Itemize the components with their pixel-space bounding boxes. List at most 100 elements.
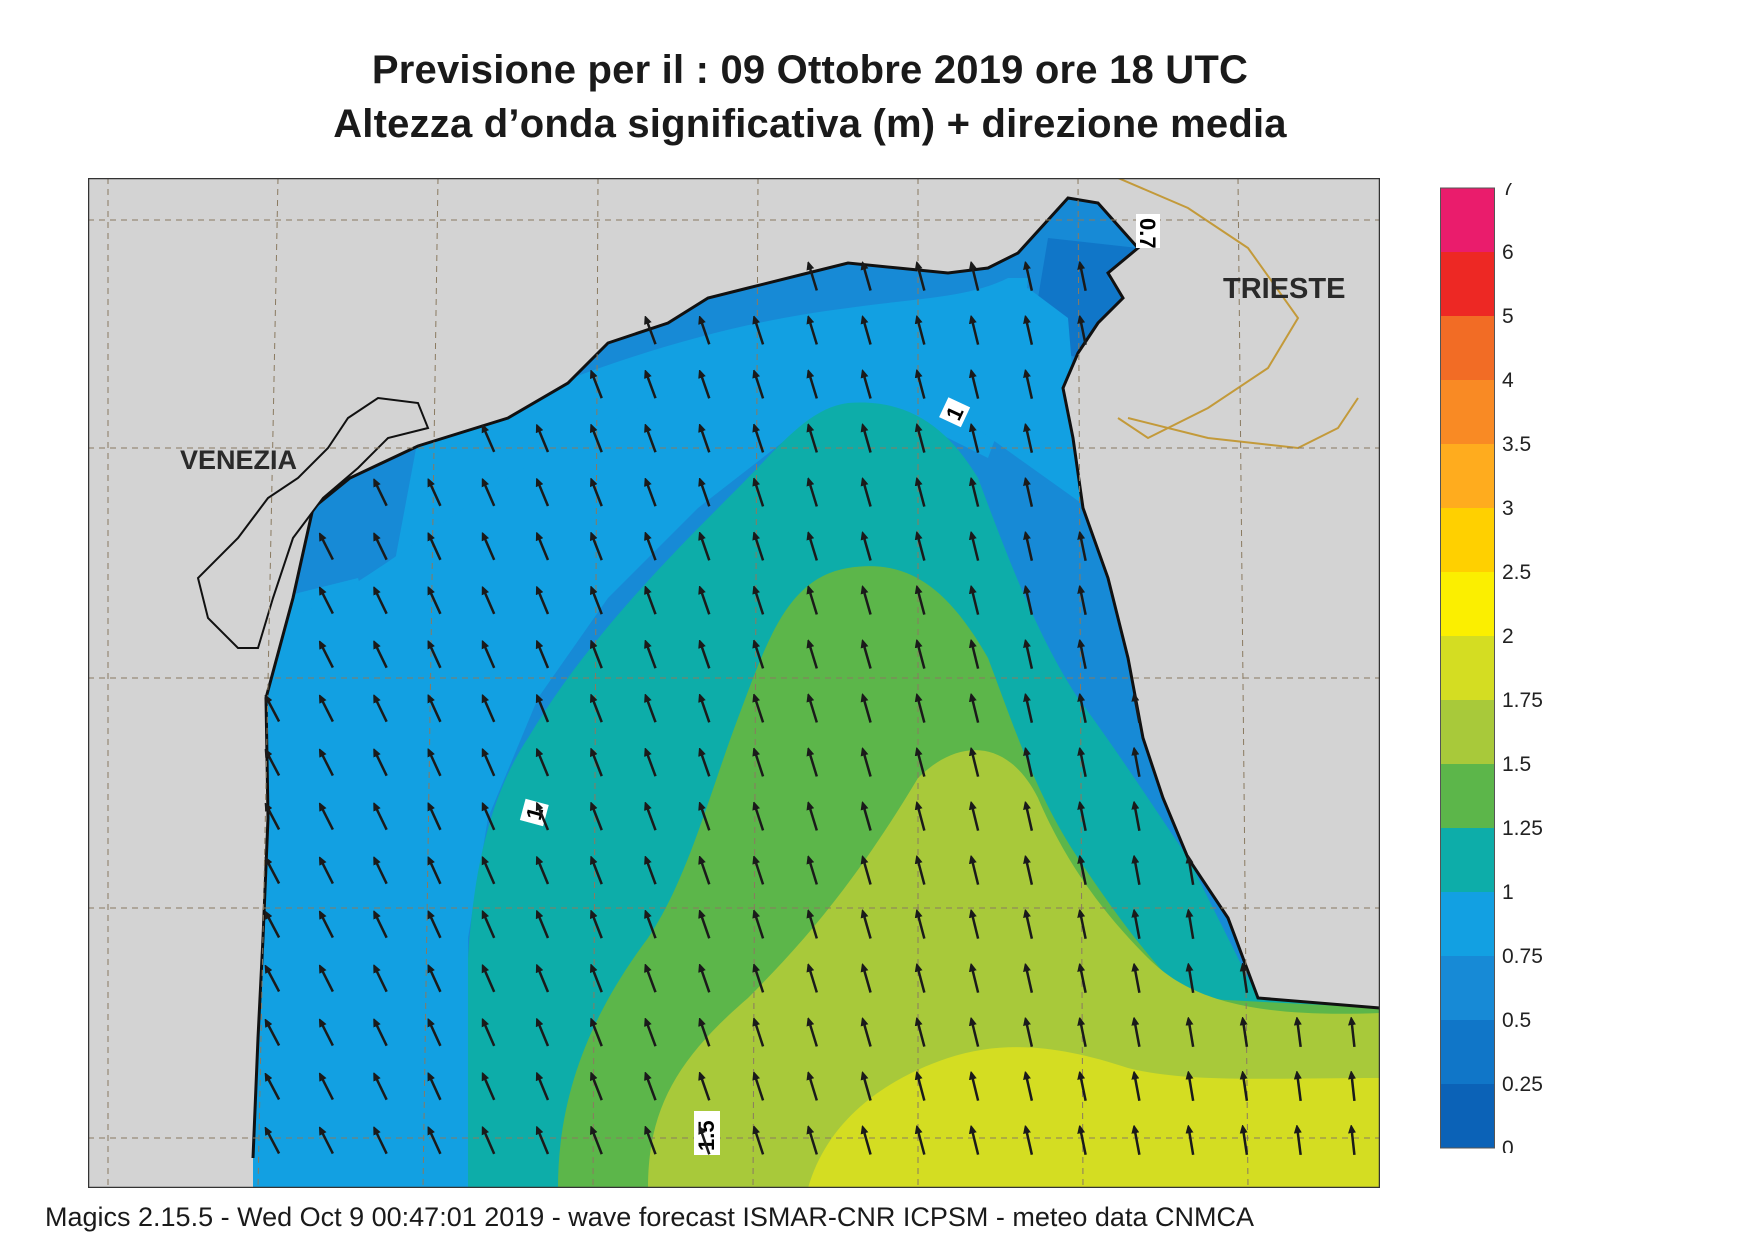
wave-arrow — [755, 428, 765, 453]
wave-arrow — [646, 644, 657, 669]
wave-arrow — [972, 319, 980, 345]
wave-arrow — [863, 1130, 872, 1155]
wave-arrow — [1135, 913, 1141, 940]
wave-arrow — [918, 859, 926, 885]
wave-arrow — [918, 1075, 926, 1101]
wave-arrow — [1080, 751, 1087, 777]
wave-arrow — [1135, 859, 1141, 886]
wave-arrow — [538, 428, 550, 453]
wave-arrow — [809, 428, 819, 453]
wave-arrow — [701, 914, 711, 939]
wave-arrow — [701, 1076, 711, 1101]
wave-arrow — [375, 752, 388, 777]
wave-arrow — [809, 320, 819, 345]
colorbar-tick-label: 4 — [1502, 369, 1514, 392]
wave-arrow — [592, 1076, 603, 1101]
band-075-100 — [253, 278, 1028, 1188]
wave-arrow — [809, 536, 819, 561]
wave-arrow — [430, 536, 442, 561]
colorbar-tick-label: 3 — [1502, 497, 1514, 520]
wave-arrow — [1135, 697, 1141, 724]
wave-arrow — [375, 968, 388, 993]
wave-arrow — [918, 697, 926, 723]
wave-arrow — [1189, 967, 1195, 994]
colorbar-tick-label: 2.5 — [1502, 561, 1531, 584]
wave-arrow — [809, 860, 819, 885]
wave-arrow — [972, 481, 980, 507]
band-075-100-main — [253, 288, 1088, 1188]
wave-arrow — [1189, 859, 1195, 886]
wave-arrow — [1243, 1129, 1249, 1156]
wave-arrow — [863, 968, 872, 993]
wave-arrow — [755, 374, 765, 399]
wave-arrow — [1243, 1021, 1249, 1048]
wave-arrow — [1026, 1075, 1034, 1101]
wave-arrow — [538, 914, 550, 939]
wave-arrow — [863, 644, 872, 669]
wave-arrow — [918, 427, 926, 453]
wave-arrow — [701, 644, 711, 669]
wave-arrow — [646, 536, 657, 561]
wave-arrow — [972, 535, 980, 561]
wave-arrow — [755, 806, 765, 831]
wave-arrow — [430, 860, 442, 885]
wave-arrow — [538, 482, 550, 507]
wave-arrow — [430, 590, 442, 615]
colorbar-legend: 0 0.25 0.5 0.75 1 1.25 1.5 1.75 2 2.5 3 3.5 4 5 6 7 — [1440, 183, 1543, 1153]
colorbar-swatch — [1440, 636, 1494, 700]
wave-arrow — [538, 1130, 550, 1155]
wave-arrow — [701, 374, 711, 399]
colorbar-tick-label: 0 — [1502, 1137, 1514, 1153]
wave-arrow — [646, 482, 657, 507]
wave-arrow — [592, 428, 603, 453]
wave-arrow — [321, 752, 334, 777]
wave-arrow — [918, 265, 926, 291]
wave-arrow — [375, 536, 388, 561]
wave-arrow — [646, 698, 657, 723]
wave-arrow — [592, 374, 603, 399]
wave-arrow — [484, 644, 496, 669]
colorbar-tick-label: 0.75 — [1502, 945, 1543, 968]
wave-arrow — [701, 968, 711, 993]
wave-arrow — [1189, 1021, 1195, 1048]
wave-arrow — [430, 914, 442, 939]
wave-arrow — [1026, 859, 1034, 885]
wave-arrow — [1080, 967, 1087, 993]
wave-arrow — [1080, 697, 1087, 723]
wave-arrow — [863, 266, 872, 291]
wave-arrow — [755, 320, 765, 345]
wave-arrow — [701, 482, 711, 507]
city-label-venezia: VENEZIA — [180, 445, 297, 475]
colorbar-tick-label: 6 — [1502, 241, 1514, 264]
wave-arrow — [972, 805, 980, 831]
wave-arrow — [1297, 1021, 1302, 1048]
wave-arrow — [863, 860, 872, 885]
wave-arrow — [1026, 751, 1034, 777]
coastline — [251, 196, 1380, 1159]
wave-arrow — [972, 1129, 980, 1155]
wave-arrow — [267, 753, 281, 777]
wave-arrow — [321, 806, 334, 831]
wave-arrow — [918, 751, 926, 777]
wave-arrow — [538, 860, 550, 885]
wave-arrow — [972, 589, 980, 615]
wave-arrow — [430, 806, 442, 831]
wave-arrow — [538, 536, 550, 561]
wave-arrow — [863, 806, 872, 831]
wave-arrow — [538, 1022, 550, 1047]
wave-arrow — [1080, 643, 1087, 669]
wave-arrow — [972, 1021, 980, 1047]
wave-arrow — [755, 698, 765, 723]
wave-arrow — [375, 698, 388, 723]
wave-arrow — [863, 752, 872, 777]
wave-arrow — [538, 806, 550, 831]
wave-arrow — [701, 806, 711, 831]
wave-arrow — [701, 1022, 711, 1047]
wave-arrow — [538, 968, 550, 993]
wave-arrow — [321, 860, 334, 885]
wave-arrow — [321, 698, 334, 723]
wave-arrow — [1026, 697, 1034, 723]
wave-arrow — [863, 320, 872, 345]
wave-arrow — [1189, 1129, 1195, 1156]
wave-arrow — [863, 914, 872, 939]
